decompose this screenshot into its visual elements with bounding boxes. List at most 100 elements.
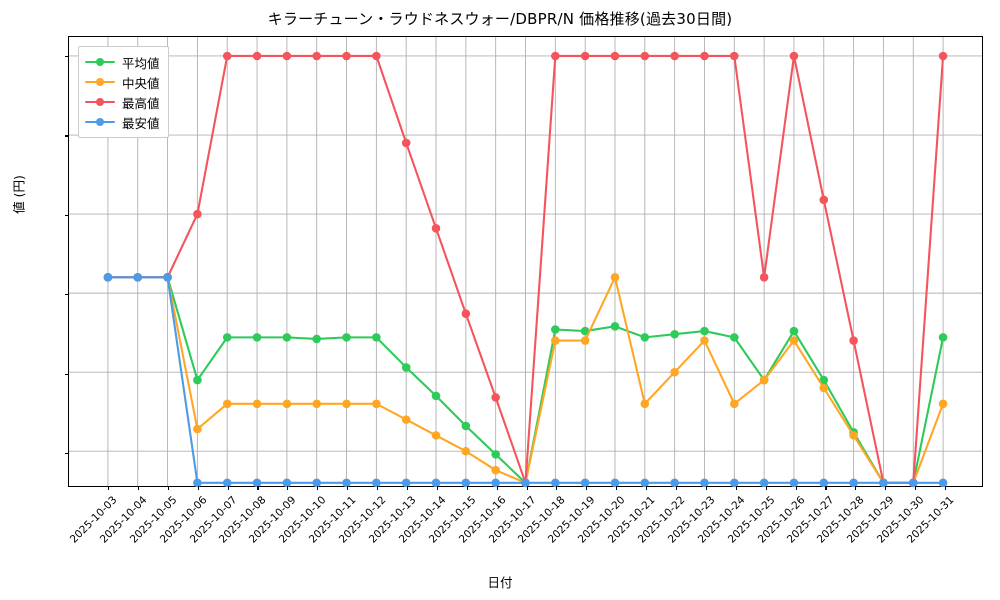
data-point xyxy=(342,333,351,342)
data-point xyxy=(819,195,829,205)
x-tick-mark xyxy=(705,486,707,490)
data-point xyxy=(461,309,471,318)
x-tick-mark xyxy=(108,486,110,490)
x-tick-mark xyxy=(586,486,588,490)
data-point xyxy=(670,329,679,339)
legend-item-3[interactable]: 最安値 xyxy=(85,112,160,132)
data-point xyxy=(193,478,202,488)
data-point xyxy=(312,334,321,344)
data-point xyxy=(401,415,411,424)
x-axis-label: 日付 xyxy=(487,575,513,590)
legend-swatch-icon xyxy=(85,76,115,88)
legend-label: 中央値 xyxy=(122,75,160,91)
data-point xyxy=(461,421,471,431)
x-tick-mark xyxy=(885,486,887,490)
data-point xyxy=(610,322,620,331)
data-point xyxy=(222,51,232,61)
data-point xyxy=(342,478,351,488)
x-tick-mark xyxy=(347,486,349,490)
data-point xyxy=(580,326,590,336)
legend-item-1[interactable]: 中央値 xyxy=(85,72,160,92)
x-tick-mark xyxy=(257,486,259,490)
data-point xyxy=(431,431,441,440)
x-tick-mark xyxy=(616,486,618,490)
x-tick-mark xyxy=(825,486,827,490)
x-tick-mark xyxy=(765,486,767,490)
x-tick-mark xyxy=(377,486,379,490)
data-point xyxy=(252,333,262,342)
data-point xyxy=(312,399,321,409)
data-point xyxy=(521,478,530,488)
legend-item-2[interactable]: 最高値 xyxy=(85,92,160,112)
y-tick-mark xyxy=(65,294,69,296)
data-point xyxy=(342,399,351,409)
data-point xyxy=(700,326,709,336)
x-tick-mark xyxy=(227,486,229,490)
data-point xyxy=(491,465,500,475)
data-point xyxy=(670,478,679,488)
data-point xyxy=(789,478,799,488)
data-point xyxy=(431,391,441,401)
data-point xyxy=(759,273,769,282)
legend-label: 最安値 xyxy=(122,115,160,131)
data-point xyxy=(789,326,799,336)
data-point xyxy=(730,51,739,61)
x-tick-mark xyxy=(915,486,917,490)
data-point xyxy=(252,478,262,488)
x-tick-mark xyxy=(526,486,528,490)
data-point xyxy=(640,51,650,61)
data-point xyxy=(282,399,292,409)
data-point xyxy=(700,336,709,345)
y-tick-mark xyxy=(65,373,69,375)
data-point xyxy=(730,333,739,342)
x-tick-mark xyxy=(496,486,498,490)
data-point xyxy=(372,478,381,488)
data-point xyxy=(222,333,232,342)
data-point xyxy=(491,393,500,402)
x-tick-mark xyxy=(675,486,678,490)
x-tick-mark xyxy=(317,486,319,490)
y-tick-mark xyxy=(65,56,69,58)
data-point xyxy=(938,51,948,61)
x-tick-mark xyxy=(646,486,648,490)
data-point xyxy=(372,51,381,61)
data-point xyxy=(551,336,560,345)
series-3 xyxy=(103,273,948,488)
data-point xyxy=(431,478,441,488)
grid-lines xyxy=(69,37,982,486)
data-point xyxy=(312,51,321,61)
legend-swatch-icon xyxy=(85,96,115,108)
x-tick-mark xyxy=(197,486,199,490)
data-point xyxy=(222,478,232,488)
x-tick-mark xyxy=(287,486,289,490)
data-point xyxy=(282,333,292,342)
legend-item-0[interactable]: 平均値 xyxy=(85,52,160,72)
data-point xyxy=(491,450,500,459)
chart-legend: 平均値中央値最高値最安値 xyxy=(78,46,169,138)
data-point xyxy=(551,51,560,61)
data-point xyxy=(580,336,590,345)
data-point xyxy=(610,51,620,61)
y-tick-mark xyxy=(65,135,69,137)
data-point xyxy=(879,478,888,488)
chart-canvas xyxy=(69,37,982,488)
data-point xyxy=(759,375,769,385)
data-point xyxy=(282,478,292,488)
data-point xyxy=(819,375,829,385)
data-point xyxy=(491,478,500,488)
data-point xyxy=(700,51,709,61)
x-tick-mark xyxy=(167,486,169,490)
data-point xyxy=(580,51,590,61)
x-tick-mark xyxy=(855,486,857,490)
data-point xyxy=(640,333,650,342)
data-point xyxy=(551,478,560,488)
data-point xyxy=(700,478,709,488)
data-point xyxy=(133,273,143,282)
chart-title: キラーチューン・ラウドネスウォー/DBPR/N 価格推移(過去30日間) xyxy=(267,10,733,28)
legend-label: 最高値 xyxy=(122,95,160,111)
data-point xyxy=(461,446,471,456)
x-tick-mark xyxy=(556,486,558,490)
data-point xyxy=(670,51,679,61)
data-point xyxy=(431,224,441,233)
